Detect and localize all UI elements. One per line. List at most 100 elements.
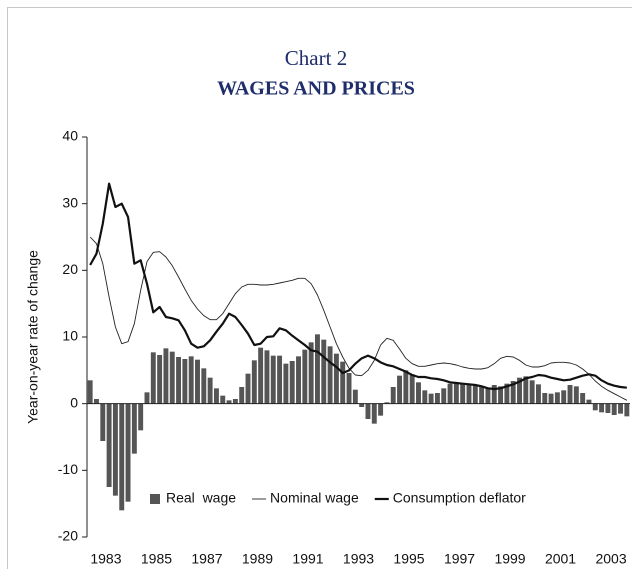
- bar: [333, 353, 339, 404]
- bar: [340, 361, 346, 404]
- bar: [264, 350, 270, 404]
- bar: [472, 385, 478, 404]
- bar: [125, 403, 131, 502]
- bar: [94, 399, 99, 404]
- bar: [611, 403, 617, 415]
- bar: [479, 387, 485, 404]
- legend-swatch: [150, 494, 160, 504]
- y-tick-label: -10: [58, 461, 78, 477]
- bar: [586, 399, 592, 404]
- bar: [327, 346, 333, 404]
- bar: [460, 383, 466, 404]
- frame: [7, 7, 632, 569]
- bar: [397, 375, 403, 404]
- chart-subtitle: WAGES AND PRICES: [217, 78, 415, 100]
- bar: [176, 357, 182, 404]
- chart-title: Chart 2: [285, 46, 347, 70]
- bar: [296, 356, 301, 404]
- bar: [365, 403, 371, 419]
- bar: [270, 355, 276, 404]
- bar: [346, 373, 352, 404]
- x-tick-label: 1993: [343, 551, 374, 567]
- bar: [283, 363, 289, 404]
- bar: [447, 383, 453, 404]
- bar: [403, 370, 409, 404]
- bar: [523, 376, 529, 404]
- bar: [277, 355, 283, 404]
- bar: [195, 359, 200, 404]
- bar: [390, 387, 396, 404]
- bar: [605, 403, 611, 413]
- bar: [163, 348, 169, 404]
- legend-label: Real wage: [166, 490, 236, 506]
- bar: [112, 403, 118, 496]
- bar: [220, 395, 226, 404]
- bar: [491, 385, 497, 404]
- x-tick-label: 1985: [141, 551, 172, 567]
- bar: [213, 388, 219, 404]
- x-tick-label: 1995: [393, 551, 424, 567]
- bar: [352, 389, 358, 404]
- bar: [251, 360, 257, 404]
- bar: [302, 349, 308, 404]
- bar: [150, 352, 156, 404]
- bar: [548, 393, 554, 404]
- bar: [535, 384, 541, 404]
- bar: [314, 334, 320, 404]
- bar: [157, 355, 163, 404]
- bar: [542, 393, 548, 404]
- bar: [289, 361, 295, 404]
- bar: [561, 390, 567, 404]
- bar: [131, 403, 137, 454]
- bar: [321, 339, 327, 404]
- bar: [106, 403, 112, 487]
- x-tick-label: 1983: [90, 551, 121, 567]
- bar: [239, 387, 245, 404]
- bar: [592, 403, 598, 411]
- bar: [517, 377, 522, 404]
- x-tick-label: 1997: [444, 551, 475, 567]
- bar: [207, 377, 213, 404]
- bar: [428, 393, 434, 404]
- bar: [371, 403, 377, 424]
- bar: [441, 388, 447, 404]
- bar: [485, 388, 491, 404]
- bar: [554, 392, 560, 404]
- x-tick-label: 2001: [545, 551, 576, 567]
- bar: [529, 380, 535, 404]
- bar: [618, 403, 623, 414]
- bar: [359, 403, 365, 407]
- bar: [87, 380, 93, 404]
- bar: [624, 403, 630, 417]
- bar: [384, 402, 390, 404]
- bar: [100, 403, 106, 441]
- line: [89, 182, 627, 391]
- bar: [182, 359, 188, 404]
- bar: [599, 403, 605, 413]
- bar: [138, 403, 144, 431]
- x-tick-label: 1987: [191, 551, 222, 567]
- y-tick-label: 20: [62, 261, 78, 277]
- bar: [226, 400, 232, 404]
- y-axis-label: Year-on-year rate of change: [25, 250, 41, 424]
- bar: [416, 382, 421, 404]
- legend-label: Consumption deflator: [393, 490, 526, 506]
- bar: [409, 374, 415, 404]
- x-tick-label: 1989: [242, 551, 273, 567]
- bar: [169, 351, 175, 404]
- bar: [188, 356, 194, 404]
- bar: [573, 386, 579, 404]
- x-tick-label: 2003: [595, 551, 626, 567]
- x-tick-label: 1999: [494, 551, 525, 567]
- bar: [232, 399, 238, 404]
- y-tick-label: -20: [58, 528, 78, 544]
- y-tick-label: 30: [62, 194, 78, 210]
- bar: [378, 403, 384, 416]
- bar: [434, 393, 440, 404]
- bar: [119, 403, 125, 511]
- y-tick-label: 40: [62, 128, 78, 144]
- bar: [466, 384, 472, 404]
- y-tick-label: 0: [70, 394, 78, 410]
- bar: [201, 368, 207, 404]
